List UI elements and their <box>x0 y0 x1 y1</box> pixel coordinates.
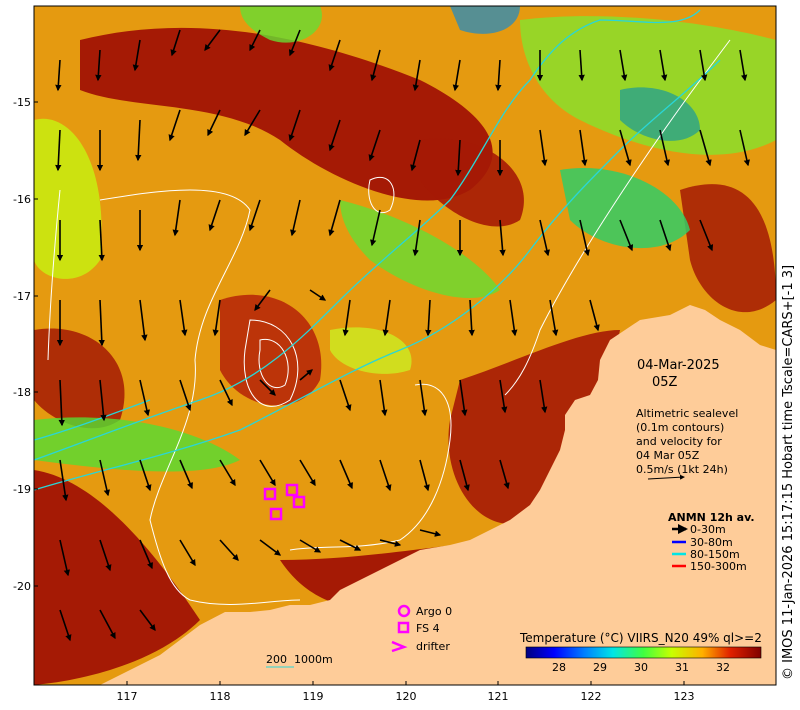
lat-label: -17 <box>13 290 31 303</box>
hot-water-northeast <box>680 184 776 313</box>
svg-text:150-300m: 150-300m <box>690 560 747 573</box>
svg-text:80-150m: 80-150m <box>690 548 740 561</box>
lat-label: -16 <box>13 193 31 206</box>
lon-label: 119 <box>303 690 324 703</box>
fs-markers <box>263 483 306 521</box>
cool-water-ne <box>520 16 776 155</box>
fs-marker <box>263 487 277 501</box>
lon-label: 118 <box>210 690 231 703</box>
cool-water-nw <box>240 6 322 43</box>
svg-text:04 Mar 05Z: 04 Mar 05Z <box>636 449 700 462</box>
hot-water-southwest <box>34 470 200 685</box>
hot-water-coast-east <box>448 330 620 524</box>
anmn-title: ANMN 12h av. <box>668 511 755 524</box>
svg-text:Argo 0: Argo 0 <box>416 605 452 618</box>
svg-text:0-30m: 0-30m <box>690 523 726 536</box>
svg-text:32: 32 <box>716 661 730 674</box>
altimetry-note: Altimetric sealevel (0.1m contours) and … <box>636 407 738 476</box>
fs-icon <box>397 621 410 634</box>
depth-label: 200 1000m <box>266 653 333 666</box>
cool-water-band <box>340 200 500 299</box>
svg-text:31: 31 <box>675 661 689 674</box>
colorbar-title: Temperature (°C) VIIRS_N20 49% ql>=2 <box>519 631 762 645</box>
argo-icon <box>397 604 411 618</box>
svg-text:0.5m/s (1kt 24h): 0.5m/s (1kt 24h) <box>636 463 728 476</box>
cool-water-mid <box>330 327 412 374</box>
cool-water-west <box>34 118 102 279</box>
cool-water-west2 <box>34 417 240 472</box>
fs-marker <box>269 507 283 521</box>
symbol-legend: Argo 0 FS 4 drifter <box>391 604 452 653</box>
hot-water-north <box>80 27 493 201</box>
svg-text:and velocity for: and velocity for <box>636 435 722 448</box>
velocity-arrows <box>55 29 750 642</box>
anmn-legend: ANMN 12h av. 0-30m 30-80m 80-150m 150-30… <box>668 511 755 573</box>
svg-text:30: 30 <box>634 661 648 674</box>
drifter-icon <box>391 640 408 653</box>
colorbar <box>525 646 762 659</box>
isobaths <box>34 9 721 491</box>
lon-labels: 117 118 119 120 121 122 123 <box>117 690 695 703</box>
fs-marker <box>292 495 306 509</box>
svg-text:28: 28 <box>552 661 566 674</box>
lat-label: -15 <box>13 96 31 109</box>
fs-marker <box>285 483 299 497</box>
colorbar-ticks: 28 29 30 31 32 <box>552 661 730 674</box>
lon-label: 117 <box>117 690 138 703</box>
svg-text:FS 4: FS 4 <box>416 622 440 635</box>
svg-text:drifter: drifter <box>416 640 450 653</box>
cool-water-nw2 <box>450 6 520 34</box>
lat-ticks <box>34 101 38 587</box>
plot-frame <box>33 5 777 686</box>
lon-ticks <box>126 681 685 685</box>
velocity-scale-arrow <box>647 474 685 480</box>
lat-label: -20 <box>13 580 31 593</box>
lon-label: 121 <box>488 690 509 703</box>
time-label: 05Z <box>652 375 678 390</box>
land-australia <box>100 255 776 685</box>
sst-field <box>34 6 776 685</box>
lat-label: -18 <box>13 386 31 399</box>
date-label: 04-Mar-2025 <box>637 358 720 373</box>
cool-water-ne2 <box>560 168 690 249</box>
svg-text:30-80m: 30-80m <box>690 536 733 549</box>
sealevel-contours <box>47 39 731 605</box>
lat-label: -19 <box>13 483 31 496</box>
lon-label: 122 <box>581 690 602 703</box>
lon-label: 123 <box>674 690 695 703</box>
svg-text:29: 29 <box>593 661 607 674</box>
credit-text: © IMOS 11-Jan-2026 15:17:15 Hobart time … <box>781 264 796 680</box>
svg-text:Altimetric sealevel: Altimetric sealevel <box>636 407 738 420</box>
lat-labels: -15 -16 -17 -18 -19 -20 <box>13 96 31 593</box>
lon-label: 120 <box>396 690 417 703</box>
svg-text:(0.1m contours): (0.1m contours) <box>636 421 724 434</box>
